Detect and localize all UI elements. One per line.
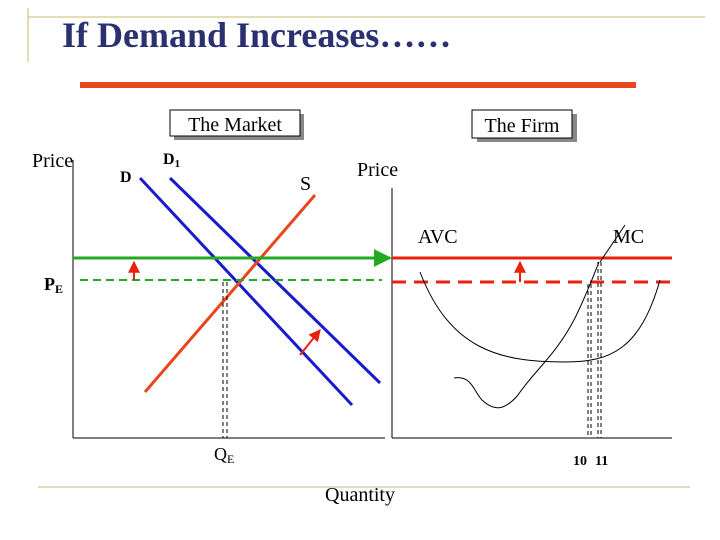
firm-tick-11: 11: [595, 454, 608, 469]
market-panel: The Market Price D D1 S PE: [32, 109, 392, 466]
mc-curve: [599, 224, 626, 263]
firm-x-axis-label: Quantity: [325, 484, 395, 506]
slide-title: If Demand Increases……: [62, 15, 452, 55]
firm-label: The Firm: [485, 115, 560, 137]
atc-curve: [419, 271, 661, 363]
market-price-label: PE: [44, 274, 63, 296]
demand-curve-d: [138, 176, 354, 407]
demand-label-d1: D1: [163, 151, 180, 170]
avc-curve: [453, 261, 600, 409]
firm-y-axis-label: Price: [357, 159, 398, 181]
supply-curve: [143, 194, 317, 393]
demand-shift-arrow: [299, 329, 321, 356]
market-label: The Market: [188, 114, 282, 136]
market-quantity-label: QE: [214, 444, 234, 466]
firm-tick-10: 10: [573, 454, 587, 469]
market-y-axis-label: Price: [32, 150, 73, 172]
market-label-box: [169, 109, 301, 137]
demand-label-d: D: [120, 169, 132, 186]
mc-label: MC: [613, 226, 644, 248]
firm-label-box: [471, 109, 573, 139]
title-accent-bar: [80, 82, 636, 88]
avc-label: AVC: [418, 226, 458, 248]
firm-panel: The Firm Price AVC MC 10 11: [325, 109, 672, 506]
supply-label: S: [300, 173, 311, 195]
